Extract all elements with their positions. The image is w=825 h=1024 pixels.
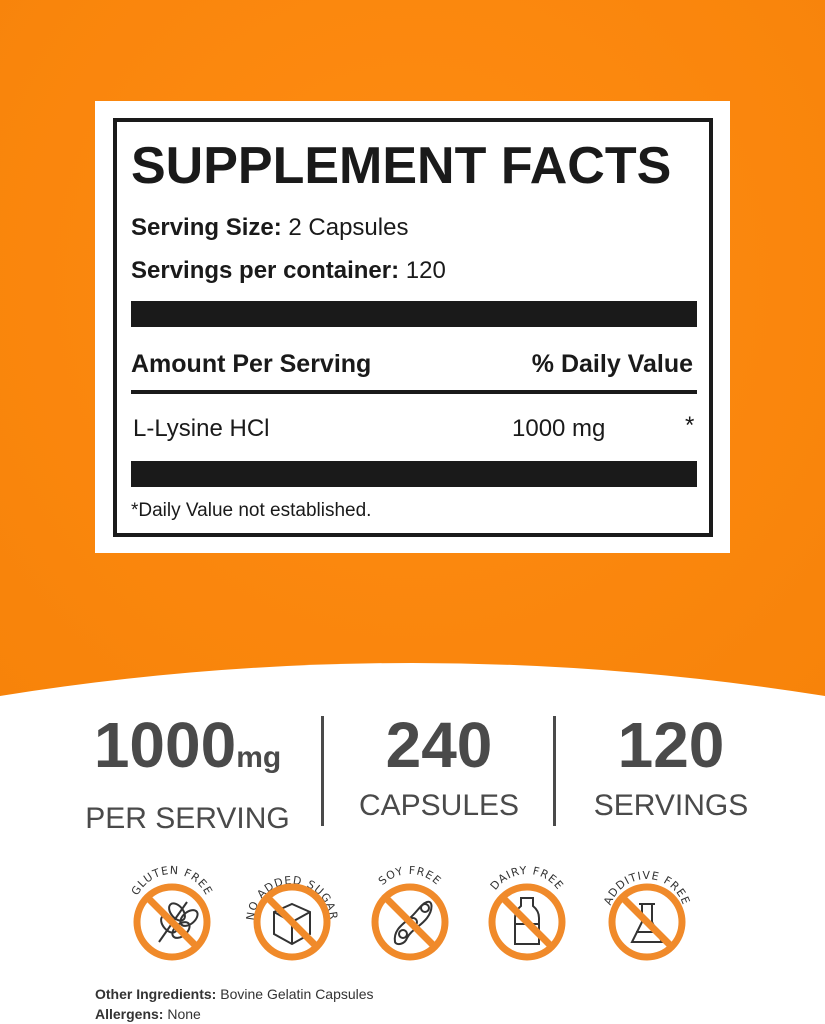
badge-soy-free: SOY FREE xyxy=(355,852,465,962)
dv-header: % Daily Value xyxy=(531,350,693,378)
badge-no-added-sugar: NO ADDED SUGAR xyxy=(237,852,347,962)
servings-label: Servings per container: xyxy=(131,257,400,284)
other-ingredients-value: Bovine Gelatin Capsules xyxy=(220,986,374,1002)
badge-label: GLUTEN FREE xyxy=(129,864,215,898)
divider-thick xyxy=(131,461,697,487)
svg-text:GLUTEN FREE: GLUTEN FREE xyxy=(129,864,216,898)
badge-dairy-free: DAIRY FREE xyxy=(472,852,582,962)
stat-unit: mg xyxy=(236,741,282,774)
prohibition-circle xyxy=(133,883,211,961)
ingredient-dv: * xyxy=(685,412,695,439)
stat-divider xyxy=(321,716,324,826)
servings-value: 120 xyxy=(405,257,446,284)
serving-size-value: 2 Capsules xyxy=(288,214,409,241)
divider-thin xyxy=(131,390,697,394)
wheat-icon xyxy=(158,901,199,943)
stat-label: CAPSULES xyxy=(358,789,520,822)
badge-gluten-free: GLUTEN FREE xyxy=(117,852,227,962)
servings-per-container: Servings per container: 120 xyxy=(131,257,446,285)
stat-per-serving: 1000mg PER SERVING xyxy=(60,710,315,841)
allergens: Allergens: None xyxy=(95,1006,201,1022)
prohibition-circle xyxy=(253,883,331,961)
stat-label: PER SERVING xyxy=(85,802,290,835)
stat-capsules: 240 CAPSULES xyxy=(330,710,548,828)
prohibition-circle xyxy=(371,883,449,961)
stat-value: 1000 xyxy=(93,709,237,781)
white-curve xyxy=(0,663,825,700)
stat-servings: 120 SERVINGS xyxy=(562,710,780,828)
stat-value: 240 xyxy=(385,709,493,781)
stat-value: 120 xyxy=(617,709,725,781)
other-ingredients-label: Other Ingredients: xyxy=(95,986,217,1002)
serving-size: Serving Size: 2 Capsules xyxy=(131,214,408,242)
serving-size-label: Serving Size: xyxy=(131,214,282,241)
badge-additive-free: ADDITIVE FREE xyxy=(592,852,702,962)
supplement-facts-panel: SUPPLEMENT FACTS Serving Size: 2 Capsule… xyxy=(95,101,730,553)
prohibition-circle xyxy=(488,883,566,961)
prohibition-circle xyxy=(608,883,686,961)
divider-thick xyxy=(131,301,697,327)
ingredient-name: L-Lysine HCl xyxy=(133,415,270,442)
footnote: *Daily Value not established. xyxy=(131,500,372,521)
allergens-label: Allergens: xyxy=(95,1006,164,1022)
stat-divider xyxy=(553,716,556,826)
amount-header: Amount Per Serving xyxy=(131,350,372,378)
other-ingredients: Other Ingredients: Bovine Gelatin Capsul… xyxy=(95,986,374,1002)
stat-label: SERVINGS xyxy=(593,789,749,822)
allergens-value: None xyxy=(167,1006,201,1022)
ingredient-amount: 1000 mg xyxy=(512,415,606,442)
facts-title: SUPPLEMENT FACTS xyxy=(131,137,672,195)
